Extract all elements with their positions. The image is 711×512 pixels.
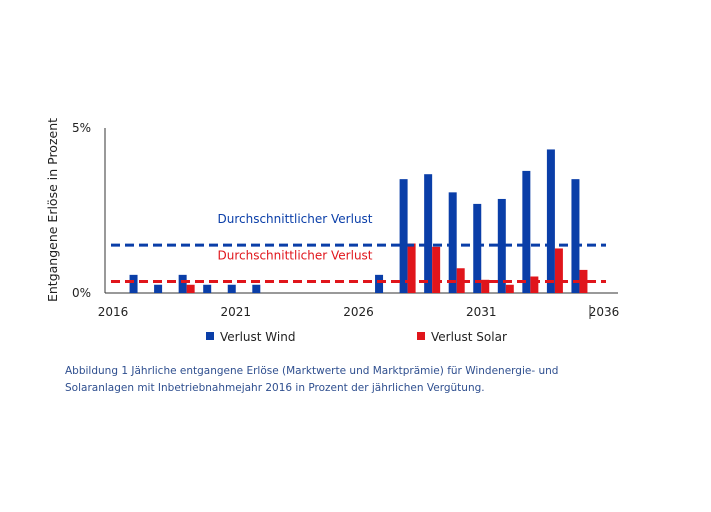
- figure-caption: Abbildung 1 Jährliche entgangene Erlöse …: [65, 365, 559, 394]
- x-tick-label: 2021: [220, 305, 251, 319]
- y-tick-label: 5%: [72, 121, 91, 135]
- bar-verlust-wind: [375, 274, 384, 293]
- bar-verlust-wind: [522, 170, 531, 293]
- legend-label: Verlust Solar: [431, 330, 507, 344]
- bar-verlust-wind: [154, 284, 163, 293]
- legend-swatch: [417, 332, 425, 340]
- bar-verlust-wind: [203, 284, 212, 293]
- bar-verlust-solar: [481, 279, 490, 293]
- bar-verlust-solar: [432, 246, 441, 293]
- bar-verlust-solar: [186, 284, 195, 293]
- x-tick-label: 2016: [98, 305, 129, 319]
- bar-verlust-wind: [399, 179, 408, 293]
- x-tick-label: 2031: [466, 305, 497, 319]
- legend-swatch: [206, 332, 214, 340]
- bar-verlust-wind: [424, 174, 433, 293]
- legend-label: Verlust Wind: [220, 330, 295, 344]
- average-label: Durchschnittlicher Verlust: [217, 248, 372, 262]
- bar-verlust-wind: [546, 149, 555, 293]
- bar-verlust-solar: [579, 269, 588, 293]
- bar-verlust-wind: [178, 274, 187, 293]
- bar-verlust-solar: [456, 268, 465, 293]
- average-lines: Durchschnittlicher Verlust Durchschnittli…: [111, 212, 606, 283]
- x-tick-label: 2026: [343, 305, 374, 319]
- bar-verlust-wind: [129, 274, 138, 293]
- bar-verlust-solar: [554, 248, 563, 293]
- y-tick-label: 0%: [72, 286, 91, 300]
- x-tick-label: 2036: [589, 305, 620, 319]
- bar-verlust-wind: [497, 198, 506, 293]
- bar-chart: Durchschnittlicher Verlust Durchschnittli…: [45, 118, 619, 344]
- bar-verlust-solar: [530, 276, 539, 293]
- chart-legend: Verlust Wind Verlust Solar: [206, 330, 507, 344]
- bar-verlust-solar: [407, 243, 416, 293]
- bar-verlust-wind: [473, 203, 482, 293]
- bar-verlust-solar: [505, 284, 514, 293]
- y-axis-label: Entgangene Erlöse in Prozent: [45, 118, 60, 302]
- tick-labels: 5% 0% 2016 2021 2026 2031 2036: [72, 121, 619, 319]
- bar-verlust-wind: [571, 179, 580, 293]
- bar-verlust-wind: [448, 192, 457, 293]
- average-label: Durchschnittlicher Verlust: [217, 212, 372, 226]
- bar-verlust-wind: [227, 284, 236, 293]
- chart-bars: [129, 149, 588, 293]
- bar-verlust-wind: [252, 284, 261, 293]
- chart-axes: [104, 128, 618, 294]
